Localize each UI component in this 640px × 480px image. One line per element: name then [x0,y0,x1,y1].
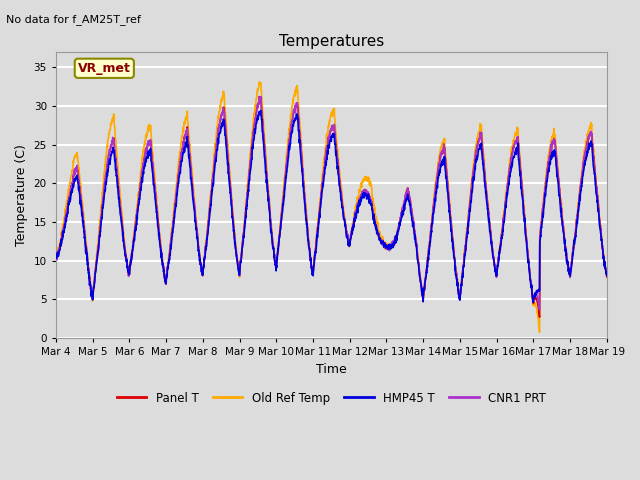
Title: Temperatures: Temperatures [279,34,384,49]
X-axis label: Time: Time [316,362,347,375]
Text: No data for f_AM25T_ref: No data for f_AM25T_ref [6,14,141,25]
Y-axis label: Temperature (C): Temperature (C) [15,144,28,246]
Legend: Panel T, Old Ref Temp, HMP45 T, CNR1 PRT: Panel T, Old Ref Temp, HMP45 T, CNR1 PRT [112,387,550,409]
Text: VR_met: VR_met [78,62,131,75]
